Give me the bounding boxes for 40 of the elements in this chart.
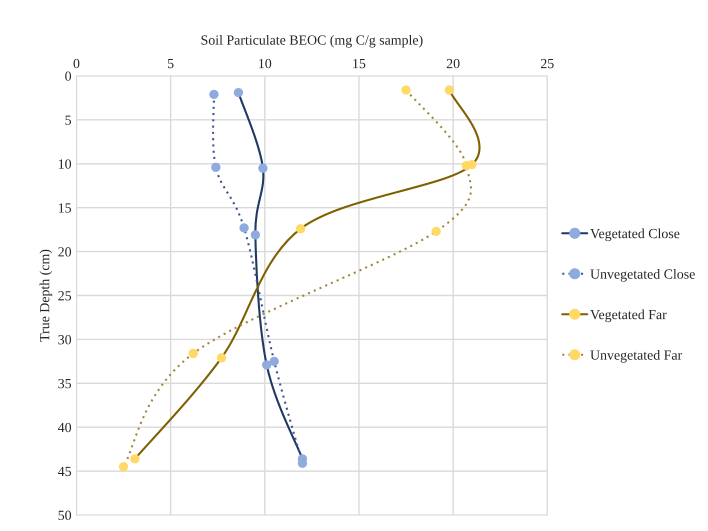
point <box>258 163 268 173</box>
y-tick-label: 20 <box>58 247 72 257</box>
y-tick-label: 40 <box>58 422 72 432</box>
point <box>130 454 140 464</box>
y-tick-label: 15 <box>58 203 72 213</box>
y-tick-label: 5 <box>65 116 72 125</box>
x-tick-label: 25 <box>540 58 554 68</box>
point <box>296 224 306 234</box>
legend-label: Vegetated Far <box>590 309 667 322</box>
point <box>250 230 260 240</box>
x-tick-label: 10 <box>259 58 272 68</box>
y-tick-label: 50 <box>58 510 72 520</box>
legend-label: Unvegetated Far <box>590 350 682 363</box>
point <box>401 85 411 95</box>
point <box>444 85 454 95</box>
point <box>462 160 471 170</box>
legend-label: Unvegetated Close <box>590 268 695 282</box>
x-tick-label: 15 <box>353 58 366 68</box>
legend-label: Vegetated Close <box>590 228 680 242</box>
x-tick-label: 5 <box>168 59 174 68</box>
point <box>270 356 279 366</box>
x-tick-label: 0 <box>74 58 80 68</box>
point <box>209 90 219 100</box>
x-axis-title: Soil Particulate BEOC (mg C/g sample) <box>202 34 423 48</box>
y-tick-label: 35 <box>58 378 72 388</box>
y-axis-title: True Depth (cm) <box>40 250 52 342</box>
y-tick-label: 10 <box>58 159 72 169</box>
point <box>432 226 441 236</box>
point <box>188 348 198 358</box>
y-tick-label: 25 <box>58 291 72 300</box>
point <box>211 162 220 172</box>
y-tick-label: 45 <box>58 466 72 476</box>
point <box>239 223 249 233</box>
point <box>234 88 244 98</box>
point <box>262 360 272 370</box>
point <box>216 353 226 363</box>
x-tick-label: 20 <box>446 58 460 68</box>
y-tick-label: 30 <box>58 335 72 344</box>
point <box>118 462 128 472</box>
y-tick-label: 0 <box>65 72 72 81</box>
